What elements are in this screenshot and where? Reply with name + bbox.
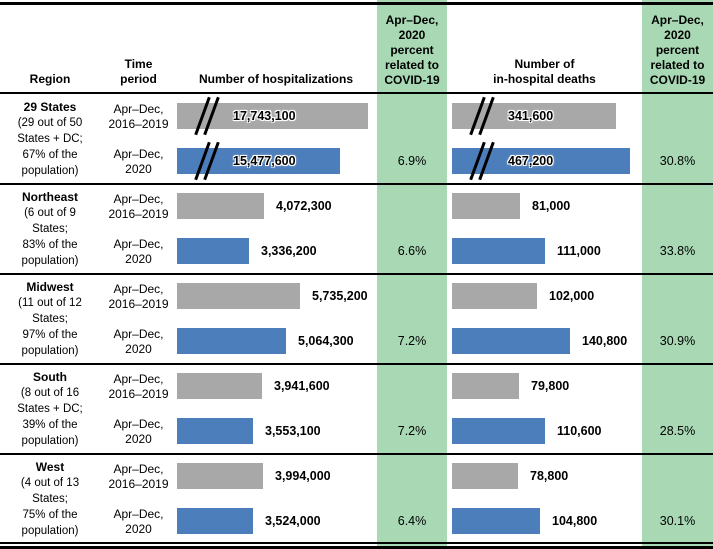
covid-pct-hospitalizations-value: 6.6% <box>397 244 427 258</box>
col-header-covid-pct-deaths: Apr–Dec, 2020 percent related to COVID-1… <box>649 13 706 87</box>
hospitalizations-bar-2020 <box>177 238 249 264</box>
deaths-value-2016-2019: 81,000 <box>532 199 571 213</box>
section-divider <box>0 452 713 455</box>
hospitalizations-value-2016-2019: 3,994,000 <box>275 469 331 483</box>
deaths-bar-2020 <box>452 328 570 354</box>
region-section: Midwest (11 out of 12 States; 97% of the… <box>0 274 713 364</box>
col-header-in-hospital-deaths: Number of in-hospital deaths <box>493 57 596 86</box>
region-cell: South (8 out of 16 States + DC; 39% of t… <box>0 366 100 449</box>
covid-pct-hospitalizations-value: 7.2% <box>397 424 427 438</box>
covid-pct-deaths-value: 28.5% <box>659 424 696 438</box>
deaths-value-2020: 140,800 <box>582 334 628 348</box>
region-name: Midwest <box>26 280 74 294</box>
hospitalizations-bar-2020 <box>177 508 253 534</box>
col-header-hospitalizations: Number of hospitalizations <box>198 72 353 86</box>
region-note: (29 out of 50 States + DC; 67% of the po… <box>17 117 83 177</box>
col-header-region: Region <box>29 72 71 86</box>
region-note: (4 out of 13 States; 75% of the populati… <box>20 477 80 537</box>
deaths-bar-2016-2019 <box>452 283 537 309</box>
deaths-bar-2016-2019 <box>452 96 616 136</box>
hospitalizations-bar-2020 <box>177 418 253 444</box>
covid-pct-hospitalizations-value: 6.9% <box>397 154 427 168</box>
covid-pct-deaths-value: 33.8% <box>659 244 696 258</box>
deaths-bar-2020 <box>452 141 630 181</box>
hospitalizations-value-2016-2019: 17,743,100 <box>233 109 296 123</box>
hospitalizations-bar-2016-2019 <box>177 193 264 219</box>
deaths-value-2020: 104,800 <box>552 514 598 528</box>
deaths-bar-2020 <box>452 238 545 264</box>
deaths-bar-2020 <box>452 508 540 534</box>
bottom-rule-thin <box>0 542 713 544</box>
hospitalizations-value-2020: 3,553,100 <box>265 424 321 438</box>
header-rule <box>0 91 713 94</box>
region-name: South <box>33 370 67 384</box>
axis-break-icon <box>469 96 495 136</box>
deaths-bar-2016-2019 <box>452 193 520 219</box>
covid-pct-deaths-value: 30.1% <box>659 514 696 528</box>
deaths-value-2020: 111,000 <box>557 244 601 258</box>
covid-pct-hospitalizations-value: 6.4% <box>397 514 427 528</box>
region-note: (6 out of 9 States; 83% of the populatio… <box>21 207 79 267</box>
deaths-bar-2016-2019 <box>452 463 518 489</box>
time-period-baseline-label: Apr–Dec, 2016–2019 <box>108 101 169 131</box>
deaths-value-2016-2019: 78,800 <box>530 469 569 483</box>
time-period-2020-label: Apr–Dec, 2020 <box>113 326 164 356</box>
region-cell: Midwest (11 out of 12 States; 97% of the… <box>0 276 100 359</box>
hospitalizations-bar-2016-2019 <box>177 373 262 399</box>
deaths-bar-2016-2019 <box>452 373 519 399</box>
deaths-value-2016-2019: 79,800 <box>531 379 570 393</box>
deaths-value-2016-2019: 102,000 <box>549 289 595 303</box>
region-name: 29 States <box>23 100 77 114</box>
bottom-rule-thick <box>0 546 713 549</box>
hospitalizations-value-2020: 15,477,600 <box>233 154 296 168</box>
covid-pct-hospitalizations-value: 7.2% <box>397 334 427 348</box>
hospitalizations-bar-2016-2019 <box>177 463 263 489</box>
hospitalizations-value-2016-2019: 3,941,600 <box>274 379 330 393</box>
hospitalizations-value-2020: 5,064,300 <box>298 334 354 348</box>
deaths-value-2016-2019: 341,600 <box>508 109 554 123</box>
hospitalizations-bar-2016-2019 <box>177 96 368 136</box>
deaths-value-2020: 467,200 <box>508 154 554 168</box>
region-cell: Northeast (6 out of 9 States; 83% of the… <box>0 186 100 269</box>
region-section: 29 States (29 out of 50 States + DC; 67%… <box>0 94 713 184</box>
region-name: West <box>35 460 65 474</box>
time-period-baseline-label: Apr–Dec, 2016–2019 <box>108 191 169 221</box>
time-period-2020-label: Apr–Dec, 2020 <box>113 146 164 176</box>
region-section: Northeast (6 out of 9 States; 83% of the… <box>0 184 713 274</box>
region-section: West (4 out of 13 States; 75% of the pop… <box>0 454 713 544</box>
time-period-baseline-label: Apr–Dec, 2016–2019 <box>108 461 169 491</box>
region-note: (8 out of 16 States + DC; 39% of the pop… <box>17 387 83 447</box>
hospitalizations-value-2020: 3,336,200 <box>261 244 317 258</box>
region-cell: West (4 out of 13 States; 75% of the pop… <box>0 456 100 539</box>
region-section: South (8 out of 16 States + DC; 39% of t… <box>0 364 713 454</box>
hospitalizations-bar-2016-2019 <box>177 283 300 309</box>
deaths-value-2020: 110,600 <box>557 424 602 438</box>
hospitalizations-value-2020: 3,524,000 <box>265 514 321 528</box>
top-rule <box>0 2 713 5</box>
section-divider <box>0 182 713 185</box>
col-header-time-period: Time period <box>120 57 157 86</box>
deaths-bar-2020 <box>452 418 545 444</box>
time-period-2020-label: Apr–Dec, 2020 <box>113 416 164 446</box>
hospitalizations-bar-2020 <box>177 328 286 354</box>
time-period-2020-label: Apr–Dec, 2020 <box>113 236 164 266</box>
hospitalizations-bar-2020 <box>177 141 340 181</box>
axis-break-icon <box>469 141 495 181</box>
time-period-baseline-label: Apr–Dec, 2016–2019 <box>108 281 169 311</box>
time-period-baseline-label: Apr–Dec, 2016–2019 <box>108 371 169 401</box>
time-period-2020-label: Apr–Dec, 2020 <box>113 506 164 536</box>
section-divider <box>0 362 713 365</box>
col-header-covid-pct-hospitalizations: Apr–Dec, 2020 percent related to COVID-1… <box>384 13 440 87</box>
axis-break-icon <box>194 96 220 136</box>
region-name: Northeast <box>21 190 78 204</box>
region-note: (11 out of 12 States; 97% of the populat… <box>18 297 82 357</box>
section-divider <box>0 272 713 275</box>
axis-break-icon <box>194 141 220 181</box>
hospitalizations-value-2016-2019: 4,072,300 <box>276 199 332 213</box>
covid-pct-deaths-value: 30.8% <box>659 154 696 168</box>
region-cell: 29 States (29 out of 50 States + DC; 67%… <box>0 96 100 179</box>
covid-pct-deaths-value: 30.9% <box>659 334 696 348</box>
hospitalizations-value-2016-2019: 5,735,200 <box>312 289 368 303</box>
